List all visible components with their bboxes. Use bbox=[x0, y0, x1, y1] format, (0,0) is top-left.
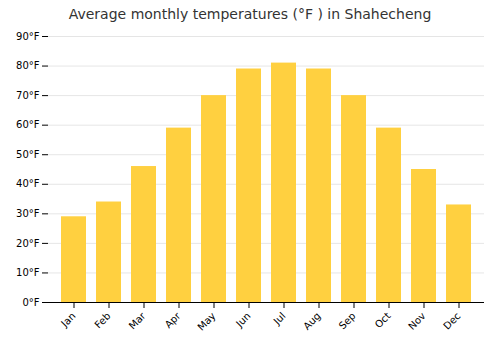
svg-text:Sep: Sep bbox=[337, 310, 358, 331]
svg-text:Aug: Aug bbox=[301, 310, 323, 332]
svg-text:50°F: 50°F bbox=[16, 149, 40, 160]
svg-text:Jun: Jun bbox=[233, 310, 253, 330]
svg-text:0°F: 0°F bbox=[22, 297, 39, 308]
svg-text:Mar: Mar bbox=[127, 310, 149, 332]
svg-text:20°F: 20°F bbox=[16, 238, 40, 249]
svg-text:30°F: 30°F bbox=[16, 208, 40, 219]
svg-text:Dec: Dec bbox=[441, 310, 462, 331]
svg-text:Nov: Nov bbox=[406, 310, 428, 332]
svg-text:80°F: 80°F bbox=[16, 60, 40, 71]
svg-text:90°F: 90°F bbox=[16, 31, 40, 42]
svg-text:Oct: Oct bbox=[373, 310, 393, 330]
svg-text:60°F: 60°F bbox=[16, 119, 40, 130]
svg-text:Feb: Feb bbox=[92, 310, 112, 330]
svg-text:Jul: Jul bbox=[271, 310, 288, 327]
svg-text:Jan: Jan bbox=[58, 310, 77, 329]
svg-text:May: May bbox=[195, 310, 217, 332]
svg-text:10°F: 10°F bbox=[16, 267, 40, 278]
html-text:Average monthly temperatures (: Average monthly temperatures (°F ) in Sh… bbox=[68, 6, 432, 22]
svg-text:70°F: 70°F bbox=[16, 90, 40, 101]
svg-text:40°F: 40°F bbox=[16, 178, 40, 189]
svg-text:Apr: Apr bbox=[163, 310, 184, 331]
